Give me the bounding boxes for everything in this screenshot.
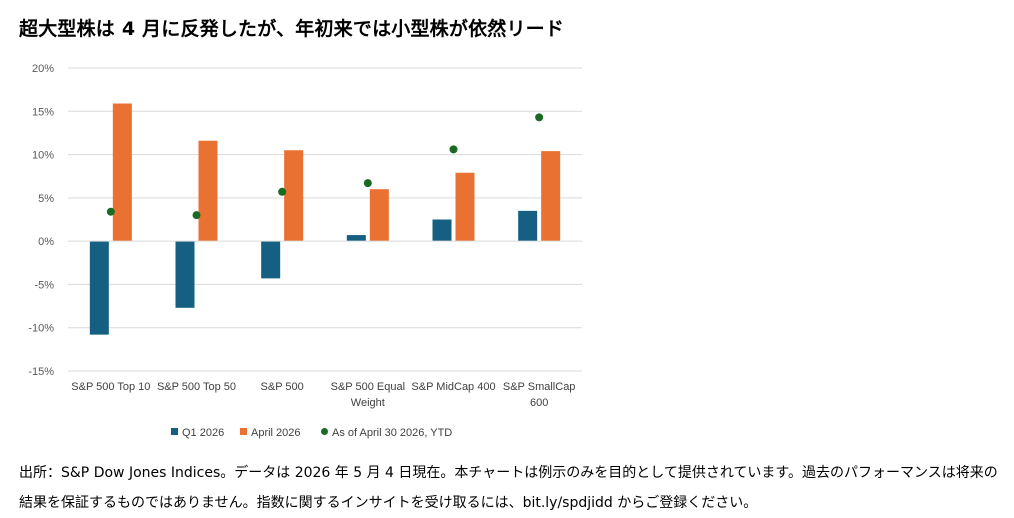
bar	[432, 219, 452, 242]
bar	[284, 150, 304, 242]
y-tick-label: -10%	[28, 323, 54, 335]
bar	[112, 103, 132, 242]
chart-title: 超大型株は 4 月に反発したが、年初来では小型株が依然リード	[19, 18, 565, 40]
source-footnote: 出所：S&P Dow Jones Indices。データは 2026 年 5 月…	[19, 465, 998, 511]
category-label: 600	[530, 397, 548, 409]
category-label: S&P SmallCap	[503, 381, 576, 393]
ytd-point	[363, 179, 372, 188]
bar	[198, 140, 218, 242]
category-label: S&P 500 Top 50	[157, 381, 236, 393]
category-label: S&P MidCap 400	[411, 381, 495, 393]
gridlines	[68, 67, 582, 372]
ytd-point	[106, 207, 115, 216]
ytd-point	[278, 187, 287, 196]
x-axis-categories: S&P 500 Top 10 S&P 500 Top 50 S&P 500 S&P 5…	[71, 381, 575, 409]
legend: Q1 2026 April 2026 As of April 30 2026, YT…	[171, 427, 452, 439]
bar	[455, 172, 475, 242]
bars	[89, 103, 561, 335]
y-tick-label: 0%	[38, 236, 54, 248]
legend-swatch	[171, 428, 178, 435]
category-label: S&P 500 Equal	[331, 381, 405, 393]
y-tick-label: 15%	[32, 106, 54, 118]
bar	[89, 241, 109, 335]
y-tick-label: 5%	[38, 193, 54, 205]
bar	[518, 210, 538, 242]
bar	[175, 241, 195, 308]
ytd-point	[535, 113, 544, 122]
y-tick-label: -15%	[28, 366, 54, 378]
legend-label: Q1 2026	[182, 427, 224, 439]
bar	[541, 151, 561, 242]
bar	[369, 189, 389, 242]
bar	[346, 235, 366, 242]
y-tick-label: 20%	[32, 63, 54, 75]
bar	[261, 241, 281, 279]
y-axis-ticks: -15% -10% -5% 0% 5% 10% 15% 20%	[28, 63, 54, 378]
category-label: Weight	[351, 397, 385, 409]
category-label: S&P 500 Top 10	[71, 381, 150, 393]
category-label: S&P 500	[261, 381, 304, 393]
y-tick-label: -5%	[34, 279, 54, 291]
ytd-point	[192, 211, 201, 220]
legend-label: As of April 30 2026, YTD	[332, 427, 452, 439]
y-tick-label: 10%	[32, 150, 54, 162]
ytd-points	[106, 113, 544, 220]
legend-marker	[321, 428, 328, 435]
legend-label: April 2026	[251, 427, 301, 439]
legend-swatch	[240, 428, 247, 435]
ytd-point	[449, 145, 458, 154]
